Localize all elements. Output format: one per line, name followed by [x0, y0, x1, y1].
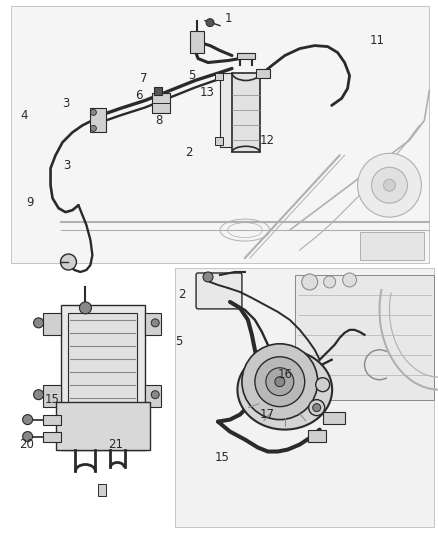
Text: 5: 5: [187, 69, 195, 82]
Ellipse shape: [237, 350, 332, 430]
Bar: [154, 87, 162, 95]
Circle shape: [308, 400, 324, 416]
Bar: [42, 415, 60, 425]
Bar: [42, 385, 60, 407]
Bar: [60, 305, 145, 449]
Circle shape: [23, 432, 32, 441]
Bar: [90, 108, 106, 132]
FancyBboxPatch shape: [175, 268, 433, 527]
Text: 11: 11: [369, 34, 384, 47]
Text: 20: 20: [18, 438, 33, 451]
Circle shape: [274, 377, 284, 386]
Bar: [42, 432, 60, 441]
Circle shape: [254, 357, 304, 407]
Text: 3: 3: [62, 97, 70, 110]
Circle shape: [342, 273, 356, 287]
Circle shape: [34, 390, 43, 400]
FancyBboxPatch shape: [11, 6, 428, 263]
Circle shape: [60, 254, 76, 270]
Circle shape: [241, 344, 317, 419]
Bar: [215, 138, 223, 146]
Text: 13: 13: [200, 86, 215, 99]
Bar: [322, 411, 344, 424]
Bar: [42, 313, 60, 335]
Bar: [68, 313, 137, 408]
Bar: [145, 385, 161, 407]
Circle shape: [205, 19, 214, 27]
Bar: [215, 72, 223, 80]
Text: 17: 17: [259, 408, 274, 421]
Text: 16: 16: [277, 368, 292, 381]
Text: 21: 21: [108, 438, 123, 451]
Circle shape: [90, 125, 96, 131]
Circle shape: [265, 368, 293, 395]
Bar: [98, 484, 106, 496]
Bar: [307, 430, 325, 441]
Text: 15: 15: [44, 393, 59, 406]
Text: 7: 7: [140, 72, 148, 85]
Circle shape: [34, 318, 43, 328]
Text: 12: 12: [259, 134, 274, 147]
Text: 5: 5: [175, 335, 182, 348]
Circle shape: [312, 403, 320, 411]
Bar: [152, 93, 170, 114]
Circle shape: [203, 272, 212, 282]
Text: 2: 2: [178, 288, 185, 302]
Bar: [231, 72, 259, 152]
Text: 9: 9: [27, 196, 34, 208]
Circle shape: [23, 415, 32, 425]
Text: 6: 6: [135, 89, 142, 102]
Circle shape: [90, 109, 96, 116]
Circle shape: [79, 302, 91, 314]
Circle shape: [151, 319, 159, 327]
Text: 1: 1: [224, 12, 232, 25]
Text: 2: 2: [185, 146, 192, 159]
Text: 4: 4: [21, 109, 28, 122]
Bar: [255, 69, 269, 78]
Bar: [145, 313, 161, 335]
Circle shape: [151, 391, 159, 399]
Bar: [219, 72, 231, 147]
Text: 8: 8: [155, 114, 162, 127]
Circle shape: [357, 154, 420, 217]
Circle shape: [323, 276, 335, 288]
Text: 3: 3: [64, 159, 71, 172]
Circle shape: [315, 378, 329, 392]
Bar: [190, 30, 204, 53]
Text: 15: 15: [215, 451, 230, 464]
Bar: [55, 402, 150, 449]
Bar: [359, 232, 424, 260]
Circle shape: [371, 167, 406, 203]
Bar: [237, 53, 254, 59]
Circle shape: [301, 274, 317, 290]
Circle shape: [383, 179, 395, 191]
Bar: [294, 275, 433, 400]
FancyBboxPatch shape: [196, 273, 241, 309]
